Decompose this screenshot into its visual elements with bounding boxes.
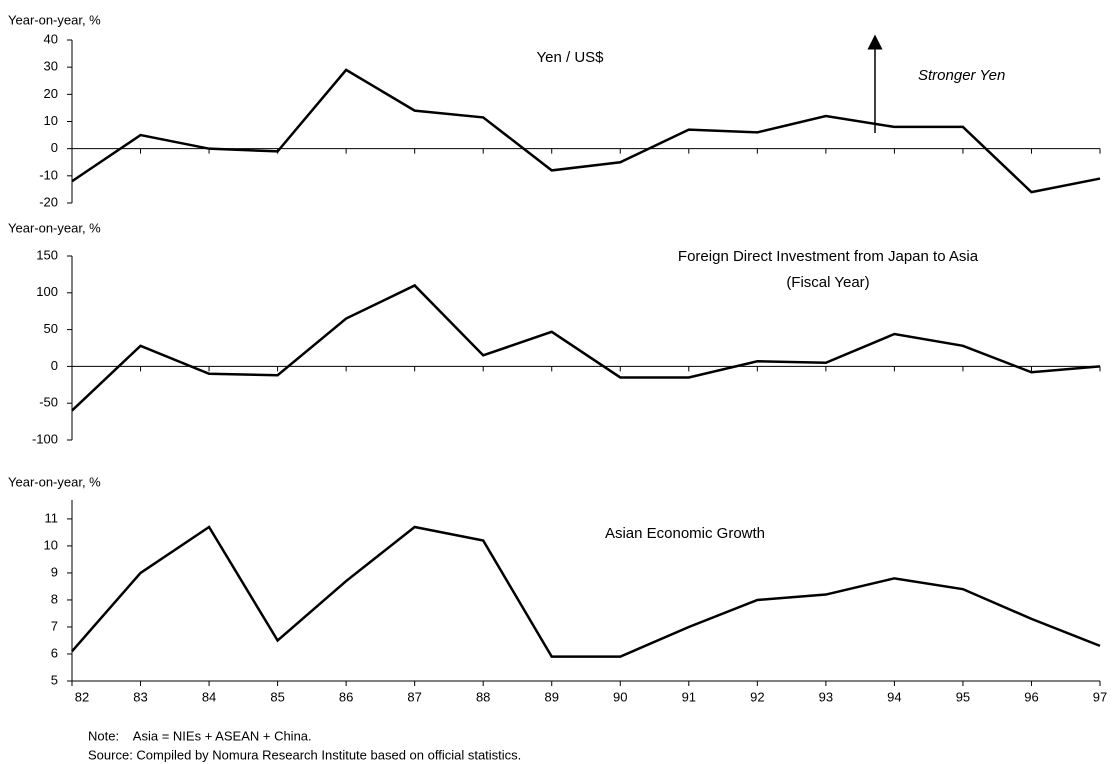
y-tick-label: 8: [51, 591, 58, 606]
line-series: [71, 283, 1101, 412]
y-tick-label: 0: [51, 358, 58, 373]
y-tick-label: 0: [51, 140, 58, 155]
y-tick-label: -10: [39, 167, 58, 182]
source: Source: Compiled by Nomura Research Inst…: [88, 747, 521, 762]
y-tick-label: 20: [44, 86, 58, 101]
line-series: [71, 68, 1101, 194]
y-tick-label: 10: [44, 537, 58, 552]
x-tick-label: 87: [407, 689, 421, 704]
chart-title: Yen / US$: [537, 49, 605, 66]
y-tick-label: 50: [44, 321, 58, 336]
y-tick-label: -100: [32, 431, 58, 446]
x-tick-label: 89: [544, 689, 558, 704]
x-tick-label: 92: [750, 689, 764, 704]
y-axis-label: Year-on-year, %: [8, 12, 101, 27]
y-tick-label: 150: [36, 247, 58, 262]
x-tick-label: 86: [339, 689, 353, 704]
x-tick-label: 94: [887, 689, 901, 704]
line-series: [71, 525, 1101, 658]
y-tick-label: 11: [45, 510, 59, 525]
y-tick-label: 9: [51, 564, 58, 579]
y-axis-label: Year-on-year, %: [8, 474, 101, 489]
x-tick-label: 96: [1024, 689, 1038, 704]
x-tick-label: 90: [613, 689, 627, 704]
x-tick-label: 84: [202, 689, 216, 704]
x-tick-label: 83: [133, 689, 147, 704]
y-tick-label: 5: [51, 672, 58, 687]
x-tick-label: 95: [956, 689, 970, 704]
x-tick-label: 88: [476, 689, 490, 704]
y-tick-label: 100: [36, 284, 58, 299]
y-tick-label: -50: [39, 395, 58, 410]
y-axis-label: Year-on-year, %: [8, 220, 101, 235]
x-tick-label: 85: [270, 689, 284, 704]
y-tick-label: 40: [44, 31, 58, 46]
note: Note: Asia = NIEs + ASEAN + China.: [88, 728, 312, 743]
y-tick-label: 30: [44, 59, 58, 74]
y-tick-label: -20: [39, 194, 58, 209]
x-tick-label: 91: [682, 689, 696, 704]
y-tick-label: 7: [51, 618, 58, 633]
annotation: Stronger Yen: [918, 67, 1005, 84]
x-tick-label: 97: [1093, 689, 1107, 704]
y-tick-label: 6: [51, 645, 58, 660]
y-tick-label: 10: [44, 113, 58, 128]
x-tick-label: 82: [75, 689, 89, 704]
chart-subtitle: (Fiscal Year): [786, 274, 869, 291]
x-tick-label: 93: [819, 689, 833, 704]
chart-title: Foreign Direct Investment from Japan to …: [678, 248, 979, 265]
chart-title: Asian Economic Growth: [605, 525, 765, 542]
